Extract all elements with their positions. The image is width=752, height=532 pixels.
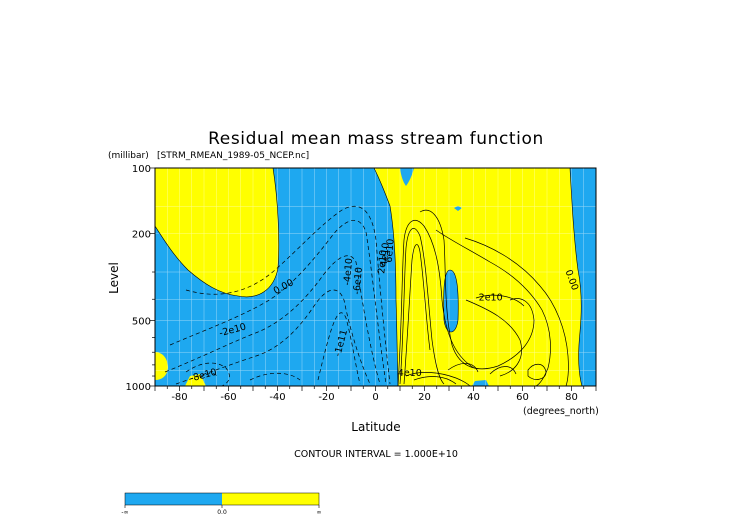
contour-label: 4e10 <box>398 368 422 379</box>
plot-area: 0.00-2e10 -1e11-4e10-6e10-8e102e104e106e1… <box>155 168 596 386</box>
x-tick-label: 60 <box>516 392 529 403</box>
contour-label: 6e10 <box>384 238 397 263</box>
positive-contours <box>397 209 569 386</box>
x-tick-label: -60 <box>220 392 236 403</box>
x-tick-label: 20 <box>418 392 431 403</box>
y-tick-label: 200 <box>132 230 151 241</box>
legend-label-neg-inf: -∞ <box>121 509 128 516</box>
legend-negative-swatch <box>125 493 222 505</box>
negative-region-north-pole <box>570 168 596 386</box>
contour-interval-label: CONTOUR INTERVAL = 1.000E+10 <box>294 449 458 460</box>
positive-region-south-surface-2 <box>185 374 206 386</box>
legend-label-zero: 0.0 <box>217 509 227 516</box>
zero-contours <box>155 168 583 386</box>
x-units-label: (degrees_north) <box>523 406 599 417</box>
y-tick-label: 1000 <box>126 382 151 393</box>
x-tick-label: -80 <box>171 392 187 403</box>
negative-region-small <box>454 206 462 211</box>
negative-contours <box>164 205 391 386</box>
x-tick-label: 80 <box>565 392 578 403</box>
legend-label-pos-inf: ∞ <box>317 509 322 516</box>
color-legend: -∞ 0.0 ∞ <box>121 492 322 516</box>
negative-region-south-surface <box>472 380 489 386</box>
x-tick-label: -40 <box>269 392 285 403</box>
contour-label: 4e10 <box>379 242 392 267</box>
contour-label: 2e10 <box>376 249 389 274</box>
x-tick-label: 0 <box>372 392 378 403</box>
contour-label: -6e10 <box>352 267 365 295</box>
legend-positive-swatch <box>222 493 319 505</box>
y-tick-label: 500 <box>132 316 151 327</box>
x-axis-label: Latitude <box>351 420 400 434</box>
y-axis-label: Level <box>107 262 121 294</box>
positive-region-south-high <box>155 168 279 297</box>
chart-title: Residual mean mass stream function <box>208 129 544 149</box>
y-axis: 100 200 500 1000 <box>126 164 155 393</box>
x-axis: -80 -60 -40 -20 0 20 40 60 80 <box>154 386 597 403</box>
contour-label: 2e10 <box>479 292 503 303</box>
positive-region-south-surface <box>155 352 168 380</box>
y-tick-label: 100 <box>132 164 151 175</box>
negative-region-top-north <box>400 168 414 186</box>
chart-subtitle: [STRM_RMEAN_1989-05_NCEP.nc] <box>157 151 309 161</box>
x-tick-label: 40 <box>467 392 480 403</box>
y-units-label: (millibar) <box>108 151 149 161</box>
x-tick-label: -20 <box>318 392 334 403</box>
contour-label: -4e10 <box>342 258 355 286</box>
